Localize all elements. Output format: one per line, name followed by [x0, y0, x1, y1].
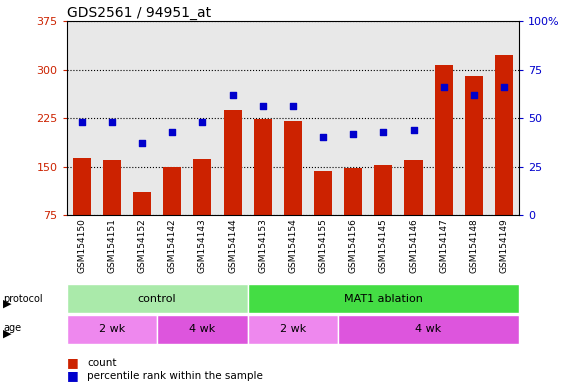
Bar: [163, 167, 182, 263]
Point: [168, 129, 177, 135]
Text: ■: ■: [67, 369, 78, 382]
Bar: [193, 159, 212, 263]
Point: [288, 103, 298, 109]
Point: [469, 92, 478, 98]
Point: [228, 92, 237, 98]
Text: GSM154142: GSM154142: [168, 218, 177, 273]
Text: GSM154155: GSM154155: [318, 218, 328, 273]
Bar: [248, 284, 519, 313]
Text: 2 wk: 2 wk: [99, 324, 125, 334]
Text: GDS2561 / 94951_at: GDS2561 / 94951_at: [67, 6, 211, 20]
Text: MAT1 ablation: MAT1 ablation: [344, 293, 423, 304]
Text: 2 wk: 2 wk: [280, 324, 306, 334]
Text: GSM154151: GSM154151: [107, 218, 117, 273]
Point: [107, 119, 117, 125]
Point: [499, 84, 509, 90]
Bar: [434, 65, 453, 263]
Text: protocol: protocol: [3, 294, 42, 304]
Bar: [374, 165, 393, 263]
Bar: [465, 76, 483, 263]
Bar: [72, 158, 91, 263]
Bar: [67, 315, 157, 344]
Point: [409, 127, 418, 133]
Bar: [314, 171, 332, 263]
Bar: [133, 192, 151, 263]
Text: GSM154153: GSM154153: [258, 218, 267, 273]
Point: [349, 131, 358, 137]
Text: ▶: ▶: [3, 299, 12, 309]
Bar: [344, 169, 362, 263]
Text: ■: ■: [67, 356, 78, 369]
Text: control: control: [138, 293, 176, 304]
Text: count: count: [87, 358, 117, 368]
Point: [137, 140, 147, 146]
Point: [77, 119, 86, 125]
Text: percentile rank within the sample: percentile rank within the sample: [87, 371, 263, 381]
Bar: [284, 121, 302, 263]
Bar: [495, 55, 513, 263]
Bar: [253, 119, 272, 263]
Text: GSM154147: GSM154147: [439, 218, 448, 273]
Text: GSM154143: GSM154143: [198, 218, 207, 273]
Text: GSM154144: GSM154144: [228, 218, 237, 273]
Text: GSM154154: GSM154154: [288, 218, 298, 273]
Point: [379, 129, 388, 135]
Text: ▶: ▶: [3, 329, 12, 339]
Text: 4 wk: 4 wk: [189, 324, 216, 334]
Point: [198, 119, 207, 125]
Text: age: age: [3, 323, 21, 333]
Bar: [404, 160, 423, 263]
Bar: [338, 315, 519, 344]
Bar: [157, 315, 248, 344]
Point: [439, 84, 448, 90]
Text: GSM154145: GSM154145: [379, 218, 388, 273]
Bar: [103, 160, 121, 263]
Text: GSM154156: GSM154156: [349, 218, 358, 273]
Text: 4 wk: 4 wk: [415, 324, 442, 334]
Bar: [223, 110, 242, 263]
Text: GSM154149: GSM154149: [499, 218, 509, 273]
Bar: [248, 315, 338, 344]
Text: GSM154146: GSM154146: [409, 218, 418, 273]
Point: [318, 134, 328, 141]
Text: GSM154150: GSM154150: [77, 218, 86, 273]
Bar: [67, 284, 248, 313]
Text: GSM154148: GSM154148: [469, 218, 478, 273]
Text: GSM154152: GSM154152: [137, 218, 147, 273]
Point: [258, 103, 267, 109]
